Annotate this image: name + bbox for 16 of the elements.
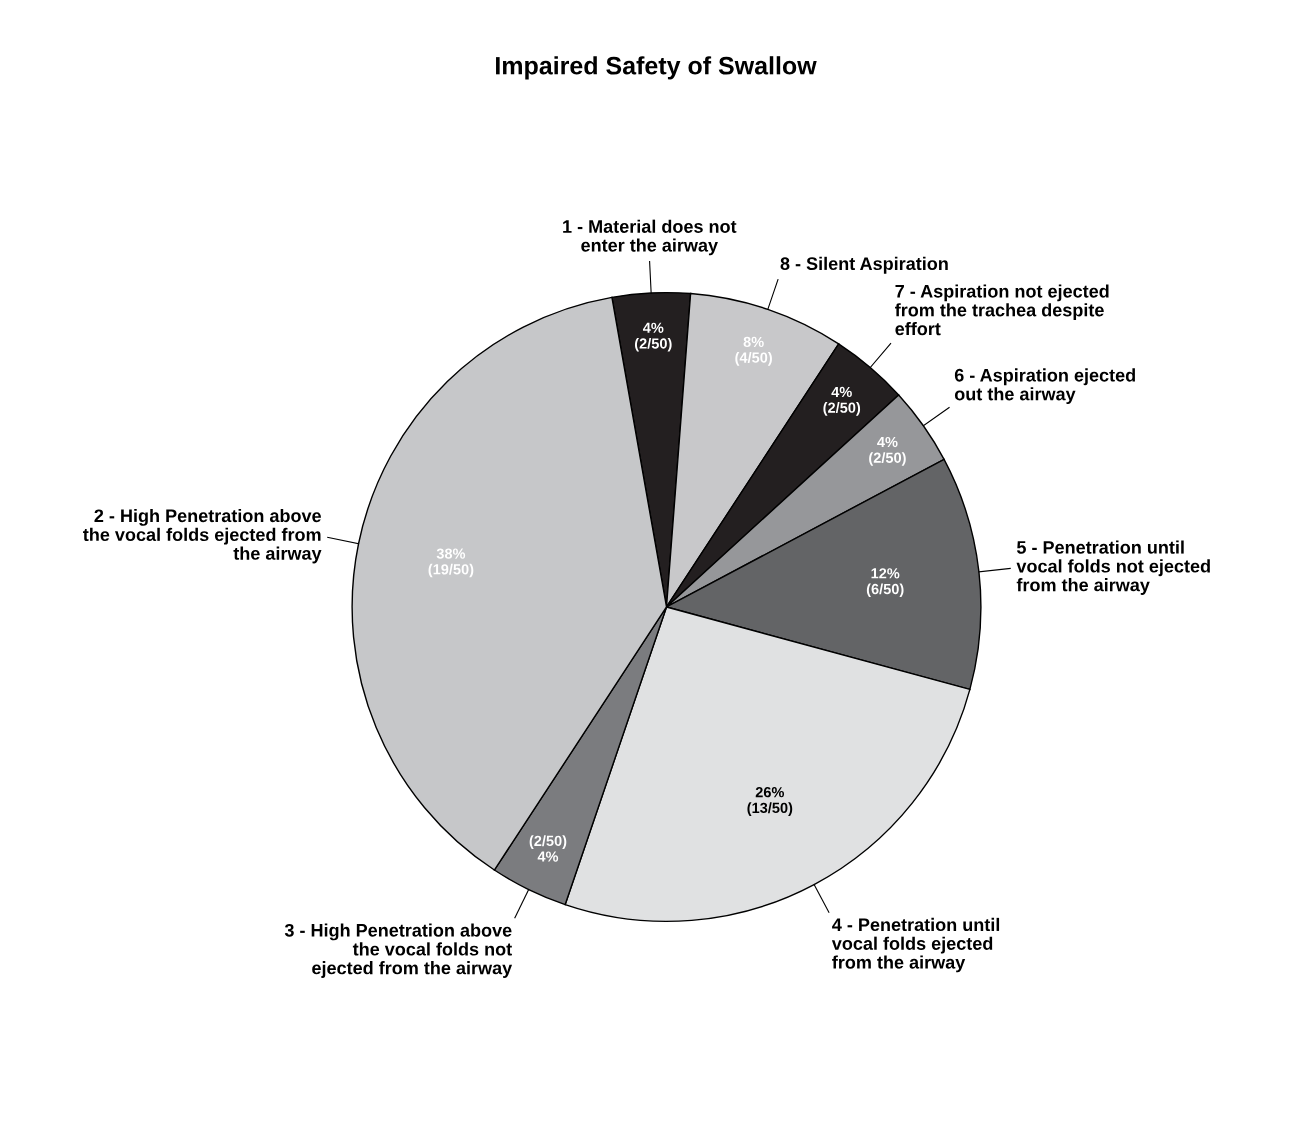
data-label: 4% (2/50) xyxy=(634,322,672,352)
data-label: 4% (2/50) xyxy=(823,386,861,416)
slice-label: 6 - Aspiration ejected out the airway xyxy=(954,368,1135,404)
slice-label: 7 - Aspiration not ejected from the trachea despite effort xyxy=(895,284,1109,336)
slice-label: 5 - Penetration until vocal folds not ejected from the airway xyxy=(1016,540,1210,595)
slice-label: 1 - Material does not enter the airway xyxy=(563,219,737,256)
chart-title: Impaired Safety of Swallow xyxy=(496,56,817,80)
data-label: 38% (19/50) xyxy=(428,548,474,578)
slice-label: 4 - Penetration until vocal folds ejected from the airway xyxy=(831,917,1000,973)
data-label: 26% (13/50) xyxy=(747,787,793,816)
data-label: 12% (6/50) xyxy=(866,568,904,598)
slice-label: 3 - High Penetration above the vocal folds not ejected from the airway xyxy=(284,923,513,978)
slice-label: 8 - Silent Aspiration xyxy=(780,256,948,274)
data-label: (2/50) 4% xyxy=(529,835,567,862)
slice-label: 2 - High Penetration above the vocal folds ejected from the airway xyxy=(83,508,322,564)
data-label: 4% (2/50) xyxy=(869,436,906,466)
